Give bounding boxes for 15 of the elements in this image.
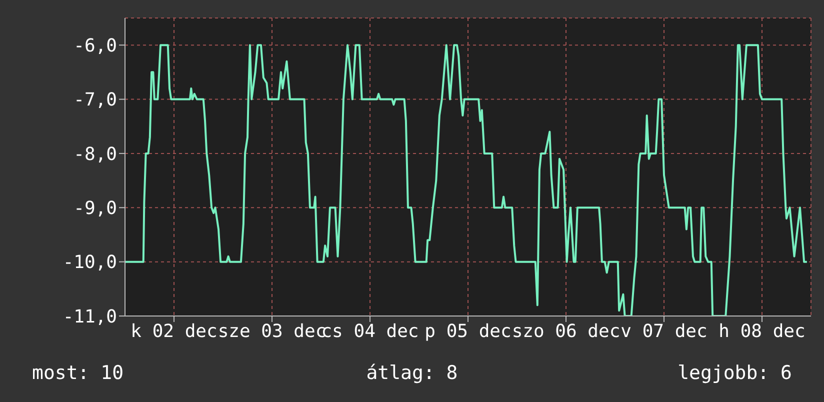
x-tick-label: szo 06 dec — [512, 320, 620, 342]
y-tick-label: -7,0 — [74, 90, 117, 111]
x-tick-label: p 05 dec — [424, 320, 512, 342]
x-tick-label: sze 03 dec — [218, 320, 326, 342]
text: most: 10 — [32, 362, 125, 384]
y-tick-label: -9,0 — [74, 198, 117, 220]
y-tick-label: -6,0 — [74, 35, 117, 56]
x-tick-label: v 07 dec — [620, 320, 708, 342]
y-tick-label: -10,0 — [62, 252, 117, 274]
text: legjobb: 6 — [676, 362, 792, 384]
y-tick-label: -11,0 — [62, 306, 117, 328]
x-tick-label: h 08 dec — [718, 320, 806, 342]
text: átlag: 8 — [365, 362, 459, 384]
y-tick-label: -8,0 — [74, 144, 117, 165]
x-tick-label: k 02 dec — [130, 320, 218, 342]
